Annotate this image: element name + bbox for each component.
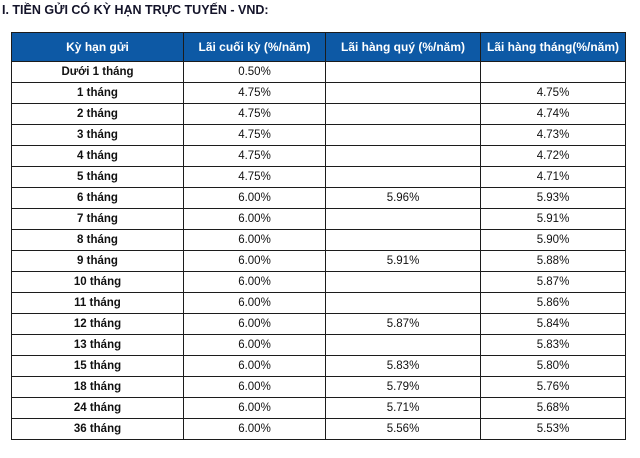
end-of-term-rate-cell: 6.00% (183, 376, 326, 398)
table-row: 7 tháng 6.00% 5.91% (11, 208, 626, 230)
term-cell: 3 tháng (11, 124, 184, 146)
term-cell: 24 tháng (11, 397, 184, 419)
term-cell: 8 tháng (11, 229, 184, 251)
table-header-row: Kỳ hạn gửi Lãi cuối kỳ (%/năm) Lãi hàng … (11, 32, 626, 62)
quarterly-rate-cell (325, 271, 481, 293)
quarterly-rate-cell (325, 82, 481, 104)
monthly-rate-cell: 5.88% (480, 250, 626, 272)
monthly-rate-cell: 4.73% (480, 124, 626, 146)
end-of-term-rate-cell: 6.00% (183, 250, 326, 272)
quarterly-rate-cell: 5.96% (325, 187, 481, 209)
term-cell: 9 tháng (11, 250, 184, 272)
rates-table-body: Dưới 1 tháng 0.50% 1 tháng 4.75% 4.75% 2 thán… (11, 61, 626, 440)
table-row: 6 tháng 6.00% 5.96% 5.93% (11, 187, 626, 209)
monthly-rate-cell: 5.91% (480, 208, 626, 230)
table-row: 24 tháng 6.00% 5.71% 5.68% (11, 397, 626, 419)
monthly-rate-cell: 4.71% (480, 166, 626, 188)
monthly-rate-cell: 5.93% (480, 187, 626, 209)
monthly-rate-cell: 5.76% (480, 376, 626, 398)
quarterly-rate-cell: 5.56% (325, 418, 481, 440)
table-row: 15 tháng 6.00% 5.83% 5.80% (11, 355, 626, 377)
monthly-rate-cell: 5.80% (480, 355, 626, 377)
quarterly-rate-cell (325, 208, 481, 230)
term-cell: Dưới 1 tháng (11, 61, 184, 83)
quarterly-rate-cell: 5.87% (325, 313, 481, 335)
table-row: Dưới 1 tháng 0.50% (11, 61, 626, 83)
table-row: 18 tháng 6.00% 5.79% 5.76% (11, 376, 626, 398)
end-of-term-rate-cell: 4.75% (183, 124, 326, 146)
quarterly-rate-cell (325, 124, 481, 146)
monthly-rate-cell: 5.53% (480, 418, 626, 440)
rates-table: Kỳ hạn gửi Lãi cuối kỳ (%/năm) Lãi hàng … (11, 32, 626, 440)
page-title: I. TIỀN GỬI CÓ KỲ HẠN TRỰC TUYẾN - VND: (2, 3, 269, 17)
table-row: 36 tháng 6.00% 5.56% 5.53% (11, 418, 626, 440)
term-cell: 1 tháng (11, 82, 184, 104)
term-cell: 15 tháng (11, 355, 184, 377)
quarterly-rate-cell: 5.91% (325, 250, 481, 272)
monthly-rate-cell: 5.87% (480, 271, 626, 293)
monthly-rate-cell: 5.86% (480, 292, 626, 314)
end-of-term-rate-cell: 4.75% (183, 82, 326, 104)
term-cell: 13 tháng (11, 334, 184, 356)
quarterly-rate-cell (325, 229, 481, 251)
quarterly-rate-cell (325, 292, 481, 314)
quarterly-rate-cell (325, 166, 481, 188)
quarterly-rate-cell: 5.83% (325, 355, 481, 377)
table-row: 3 tháng 4.75% 4.73% (11, 124, 626, 146)
term-cell: 7 tháng (11, 208, 184, 230)
col-header-quarterly-rate: Lãi hàng quý (%/năm) (325, 32, 481, 62)
term-cell: 5 tháng (11, 166, 184, 188)
term-cell: 4 tháng (11, 145, 184, 167)
monthly-rate-cell: 5.90% (480, 229, 626, 251)
end-of-term-rate-cell: 4.75% (183, 145, 326, 167)
quarterly-rate-cell: 5.71% (325, 397, 481, 419)
quarterly-rate-cell (325, 334, 481, 356)
monthly-rate-cell: 4.75% (480, 82, 626, 104)
term-cell: 10 tháng (11, 271, 184, 293)
end-of-term-rate-cell: 4.75% (183, 103, 326, 125)
end-of-term-rate-cell: 6.00% (183, 355, 326, 377)
term-cell: 18 tháng (11, 376, 184, 398)
term-cell: 2 tháng (11, 103, 184, 125)
quarterly-rate-cell: 5.79% (325, 376, 481, 398)
table-row: 2 tháng 4.75% 4.74% (11, 103, 626, 125)
term-cell: 6 tháng (11, 187, 184, 209)
end-of-term-rate-cell: 6.00% (183, 292, 326, 314)
table-row: 9 tháng 6.00% 5.91% 5.88% (11, 250, 626, 272)
end-of-term-rate-cell: 4.75% (183, 166, 326, 188)
end-of-term-rate-cell: 0.50% (183, 61, 326, 83)
end-of-term-rate-cell: 6.00% (183, 208, 326, 230)
end-of-term-rate-cell: 6.00% (183, 397, 326, 419)
table-row: 5 tháng 4.75% 4.71% (11, 166, 626, 188)
monthly-rate-cell: 4.74% (480, 103, 626, 125)
table-row: 13 tháng 6.00% 5.83% (11, 334, 626, 356)
col-header-monthly-rate: Lãi hàng tháng(%/năm) (480, 32, 626, 62)
quarterly-rate-cell (325, 103, 481, 125)
term-cell: 11 tháng (11, 292, 184, 314)
quarterly-rate-cell (325, 145, 481, 167)
table-row: 12 tháng 6.00% 5.87% 5.84% (11, 313, 626, 335)
end-of-term-rate-cell: 6.00% (183, 229, 326, 251)
table-row: 11 tháng 6.00% 5.86% (11, 292, 626, 314)
monthly-rate-cell: 5.84% (480, 313, 626, 335)
monthly-rate-cell: 5.83% (480, 334, 626, 356)
table-row: 1 tháng 4.75% 4.75% (11, 82, 626, 104)
end-of-term-rate-cell: 6.00% (183, 334, 326, 356)
end-of-term-rate-cell: 6.00% (183, 313, 326, 335)
end-of-term-rate-cell: 6.00% (183, 271, 326, 293)
table-row: 10 tháng 6.00% 5.87% (11, 271, 626, 293)
col-header-term: Kỳ hạn gửi (11, 32, 184, 62)
monthly-rate-cell: 4.72% (480, 145, 626, 167)
table-row: 4 tháng 4.75% 4.72% (11, 145, 626, 167)
quarterly-rate-cell (325, 61, 481, 83)
end-of-term-rate-cell: 6.00% (183, 187, 326, 209)
end-of-term-rate-cell: 6.00% (183, 418, 326, 440)
col-header-end-of-term-rate: Lãi cuối kỳ (%/năm) (183, 32, 326, 62)
term-cell: 36 tháng (11, 418, 184, 440)
table-row: 8 tháng 6.00% 5.90% (11, 229, 626, 251)
term-cell: 12 tháng (11, 313, 184, 335)
monthly-rate-cell: 5.68% (480, 397, 626, 419)
monthly-rate-cell (480, 61, 626, 83)
